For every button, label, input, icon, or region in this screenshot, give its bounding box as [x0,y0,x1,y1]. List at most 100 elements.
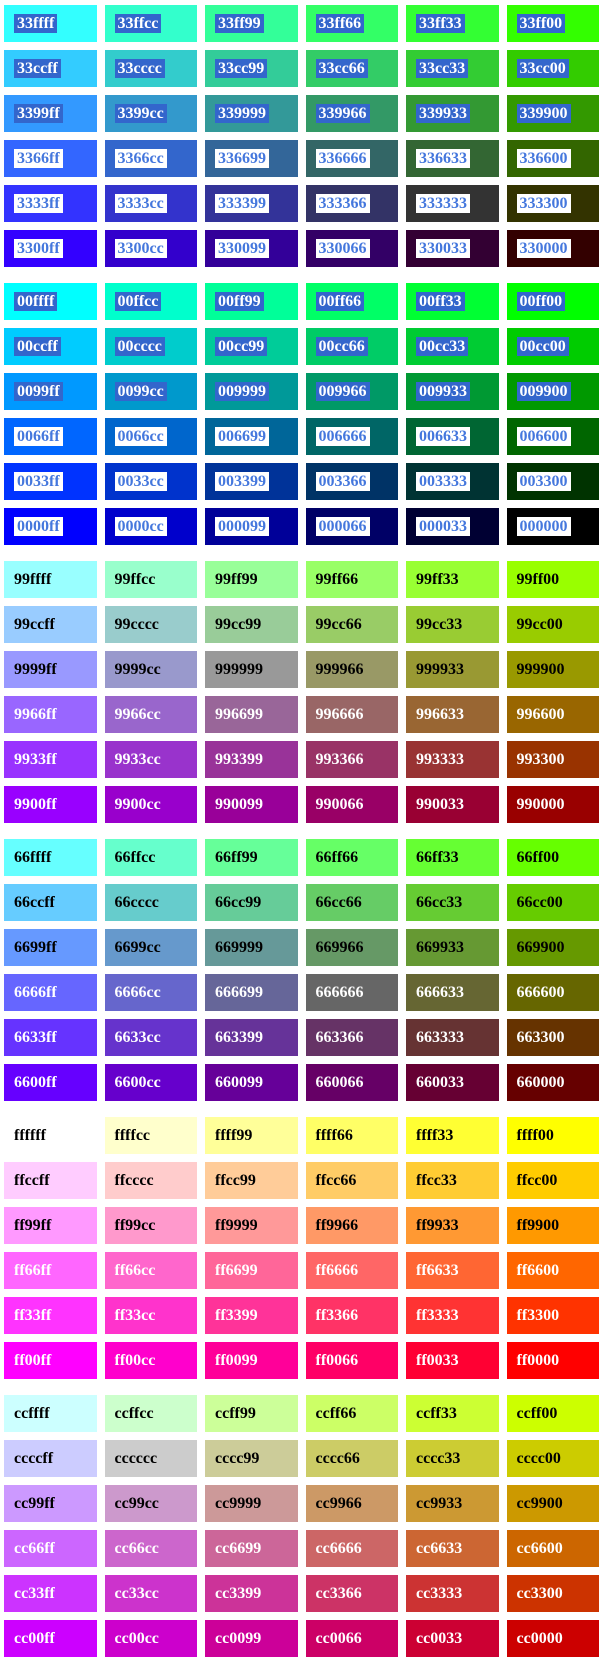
color-swatch-label: cc0099 [215,1630,262,1647]
color-swatch-label: 990099 [215,796,263,813]
color-swatch-label: 3366cc [114,149,167,168]
color-swatch-label: 00ff66 [315,292,365,311]
color-swatch-ff9933: ff9933 [406,1207,499,1244]
color-swatch-label: 99cccc [114,616,159,633]
color-swatch-cccccc: cccccc [104,1440,197,1477]
color-swatch-66cccc: 66cccc [104,884,197,921]
color-swatch-cc0099: cc0099 [205,1620,298,1657]
color-swatch-label: 663399 [215,1029,263,1046]
color-swatch-6666ff: 6666ff [4,974,97,1011]
color-swatch-label: 000099 [215,517,269,536]
color-swatch-label: 333399 [215,194,269,213]
color-swatch-cc3333: cc3333 [406,1575,499,1612]
color-swatch-6699ff: 6699ff [4,929,97,966]
color-swatch-ffcc99: ffcc99 [205,1162,298,1199]
color-swatch-6600ff: 6600ff [4,1064,97,1101]
color-swatch-0033ff: 0033ff [4,463,97,500]
color-swatch-999933: 999933 [406,651,499,688]
color-swatch-label: 009933 [416,382,470,401]
color-swatch-990033: 990033 [406,786,499,823]
color-swatch-ff66cc: ff66cc [104,1252,197,1289]
color-swatch-label: 006633 [416,427,470,446]
color-swatch-label: cc99cc [114,1495,159,1512]
color-swatch-ff0000: ff0000 [506,1342,599,1379]
color-swatch-label: cc00ff [14,1630,55,1647]
color-swatch-label: 666699 [215,984,263,1001]
color-swatch-label: 339999 [215,104,269,123]
color-swatch-label: cc33cc [114,1585,159,1602]
color-swatch-label: cccccc [114,1450,158,1467]
color-swatch-label: ff3333 [416,1307,459,1324]
color-swatch-cccc00: cccc00 [506,1440,599,1477]
color-swatch-label: ccff99 [215,1405,256,1422]
color-swatch-label: ff6666 [315,1262,359,1279]
color-block-66: 66ffff 66ffcc 66ff99 66ff66 66ff33 66ff00 66cc… [4,839,599,1101]
color-swatch-330066: 330066 [305,230,398,267]
color-swatch-3399cc: 3399cc [104,95,197,132]
color-swatch-99ccff: 99ccff [4,606,97,643]
color-swatch-ff6666: ff6666 [305,1252,398,1289]
color-swatch-label: 336633 [416,149,470,168]
color-swatch-label: cc9966 [315,1495,362,1512]
color-swatch-660099: 660099 [205,1064,298,1101]
color-swatch-ffcc66: ffcc66 [305,1162,398,1199]
color-swatch-993300: 993300 [506,741,599,778]
color-swatch-ccff99: ccff99 [205,1395,298,1432]
color-swatch-label: ff9933 [416,1217,459,1234]
color-swatch-3333cc: 3333cc [104,185,197,222]
color-swatch-999999: 999999 [205,651,298,688]
color-swatch-label: 663366 [315,1029,364,1046]
color-swatch-66ffcc: 66ffcc [104,839,197,876]
color-swatch-label: ff99cc [114,1217,156,1234]
color-swatch-label: 99cc00 [516,616,563,633]
color-swatch-label: cc6600 [516,1540,563,1557]
color-swatch-label: 00ff00 [516,292,566,311]
color-swatch-label: 00ccff [14,337,61,356]
color-swatch-label: cc99ff [14,1495,55,1512]
color-swatch-label: 99cc66 [315,616,362,633]
color-swatch-label: 336699 [215,149,269,168]
color-swatch-33ffff: 33ffff [4,5,97,42]
color-swatch-label: 99ffff [14,571,52,588]
color-swatch-336699: 336699 [205,140,298,177]
color-swatch-label: 33cc33 [416,59,469,78]
color-swatch-label: cccc66 [315,1450,360,1467]
color-swatch-label: 003300 [516,472,571,491]
color-swatch-9966ff: 9966ff [4,696,97,733]
color-swatch-33ff00: 33ff00 [506,5,599,42]
color-swatch-label: 669933 [416,939,464,956]
color-swatch-66ff99: 66ff99 [205,839,298,876]
color-swatch-33ff33: 33ff33 [406,5,499,42]
color-swatch-669933: 669933 [406,929,499,966]
color-swatch-label: 66cc33 [416,894,463,911]
color-swatch-cccc66: cccc66 [305,1440,398,1477]
color-swatch-label: 666666 [315,984,364,1001]
color-swatch-label: cccc99 [215,1450,260,1467]
color-swatch-6633ff: 6633ff [4,1019,97,1056]
color-swatch-3366cc: 3366cc [104,140,197,177]
color-swatch-label: cccc00 [516,1450,561,1467]
color-swatch-label: ff99ff [14,1217,52,1234]
color-swatch-99ff33: 99ff33 [406,561,499,598]
color-swatch-660033: 660033 [406,1064,499,1101]
color-swatch-003333: 003333 [406,463,499,500]
color-swatch-label: 669966 [315,939,364,956]
color-swatch-ff00ff: ff00ff [4,1342,97,1379]
color-swatch-000099: 000099 [205,508,298,545]
color-swatch-33cc00: 33cc00 [506,50,599,87]
color-swatch-label: 996633 [416,706,464,723]
color-swatch-ff6600: ff6600 [506,1252,599,1289]
color-swatch-ffcccc: ffcccc [104,1162,197,1199]
color-swatch-label: 3333cc [114,194,167,213]
color-block-ff: ffffff ffffcc ffff99 ffff66 ffff33 ffff00 ffcc… [4,1117,599,1379]
color-swatch-000033: 000033 [406,508,499,545]
color-swatch-label: 0000ff [14,517,63,536]
color-swatch-99ff99: 99ff99 [205,561,298,598]
color-swatch-cc0066: cc0066 [305,1620,398,1657]
color-swatch-label: 999900 [516,661,565,678]
color-swatch-label: 66ff66 [315,849,359,866]
color-swatch-66ff00: 66ff00 [506,839,599,876]
color-swatch-label: ff6699 [215,1262,258,1279]
color-swatch-990066: 990066 [305,786,398,823]
color-swatch-ff99ff: ff99ff [4,1207,97,1244]
